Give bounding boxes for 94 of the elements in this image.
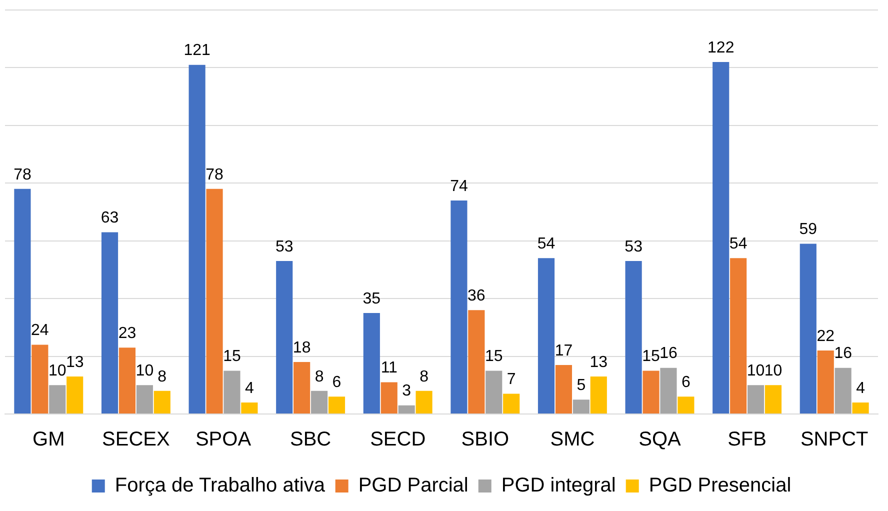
bar xyxy=(32,344,48,414)
bar xyxy=(660,368,677,414)
data-label: 10 xyxy=(48,362,66,380)
x-tick-label: SMC xyxy=(550,428,595,451)
bar xyxy=(136,385,153,414)
bar xyxy=(764,385,782,414)
data-label: 74 xyxy=(450,178,468,195)
data-label: 6 xyxy=(681,374,690,392)
bar xyxy=(14,188,31,414)
bar xyxy=(800,244,816,414)
bar xyxy=(101,232,118,414)
bar xyxy=(154,390,170,414)
bar xyxy=(294,362,310,414)
x-tick-label: SNPCT xyxy=(800,428,868,451)
x-tick-label: SBC xyxy=(290,428,332,451)
bar xyxy=(224,370,240,414)
bar xyxy=(310,390,328,414)
data-label: 78 xyxy=(206,166,224,184)
legend-label: Força de Trabalho ativa xyxy=(114,474,326,497)
data-label: 15 xyxy=(223,348,241,366)
bar xyxy=(49,385,66,414)
bar xyxy=(118,348,136,414)
bar xyxy=(328,396,346,414)
bar xyxy=(206,188,223,414)
data-label: 16 xyxy=(834,345,852,362)
data-label: 6 xyxy=(332,374,342,392)
data-label: 78 xyxy=(14,166,32,184)
data-label: 10 xyxy=(136,362,154,380)
data-label: 16 xyxy=(660,345,678,362)
bar xyxy=(834,368,852,414)
data-label: 4 xyxy=(244,380,254,397)
data-label: 10 xyxy=(764,362,782,380)
data-label: 5 xyxy=(576,376,586,394)
data-label: 13 xyxy=(66,354,84,371)
data-label: 3 xyxy=(402,382,412,400)
bar xyxy=(363,313,380,414)
bar xyxy=(188,64,206,414)
bar xyxy=(538,258,555,414)
data-label: 35 xyxy=(362,290,381,308)
bar xyxy=(468,310,485,414)
x-tick-label: SPOA xyxy=(195,428,252,451)
legend-label: PGD Presencial xyxy=(648,474,792,497)
data-label: 59 xyxy=(799,221,818,238)
data-label: 54 xyxy=(537,236,556,253)
data-label: 53 xyxy=(624,238,643,256)
data-label: 22 xyxy=(816,328,835,345)
bar xyxy=(555,364,572,414)
bar xyxy=(241,402,258,414)
data-label: 18 xyxy=(292,339,311,356)
bar xyxy=(572,400,590,414)
bar xyxy=(642,370,660,414)
x-tick-label: SECD xyxy=(370,428,426,451)
data-label: 23 xyxy=(118,325,136,342)
bar xyxy=(503,394,520,414)
x-tick-label: GM xyxy=(32,428,65,451)
bar xyxy=(730,258,747,414)
data-label: 10 xyxy=(746,362,765,380)
data-label: 8 xyxy=(158,368,167,386)
bar xyxy=(852,402,869,414)
data-label: 15 xyxy=(642,348,660,366)
bar xyxy=(416,390,432,414)
x-tick-label: SFB xyxy=(728,428,767,451)
bar xyxy=(450,200,468,414)
bar xyxy=(590,376,607,414)
bar xyxy=(817,350,834,414)
bar xyxy=(712,62,730,414)
bar xyxy=(276,261,293,414)
data-label: 8 xyxy=(314,368,324,386)
x-tick-label: SECEX xyxy=(102,428,170,451)
data-label: 7 xyxy=(506,371,516,388)
data-label: 36 xyxy=(468,288,486,305)
bar xyxy=(747,385,764,414)
legend-label: PGD integral xyxy=(501,474,616,497)
legend-label: PGD Parcial xyxy=(358,474,468,497)
data-label: 8 xyxy=(420,368,429,386)
data-label: 63 xyxy=(100,210,119,227)
bar xyxy=(398,405,415,414)
bar xyxy=(380,382,398,414)
data-label: 121 xyxy=(184,42,211,60)
data-label: 17 xyxy=(554,342,573,360)
bar xyxy=(486,370,502,414)
x-tick-label: SQA xyxy=(638,428,682,451)
x-tick-label: SBIO xyxy=(461,428,510,451)
data-label: 13 xyxy=(590,354,608,371)
data-label: 122 xyxy=(708,39,734,56)
bar xyxy=(678,396,694,414)
data-label: 15 xyxy=(484,348,503,366)
bar xyxy=(625,261,642,414)
data-label: 4 xyxy=(856,380,866,397)
data-label: 24 xyxy=(31,322,49,340)
data-label: 53 xyxy=(275,238,294,256)
data-label: 54 xyxy=(729,236,748,253)
data-label: 11 xyxy=(380,360,398,377)
bar xyxy=(66,376,84,414)
